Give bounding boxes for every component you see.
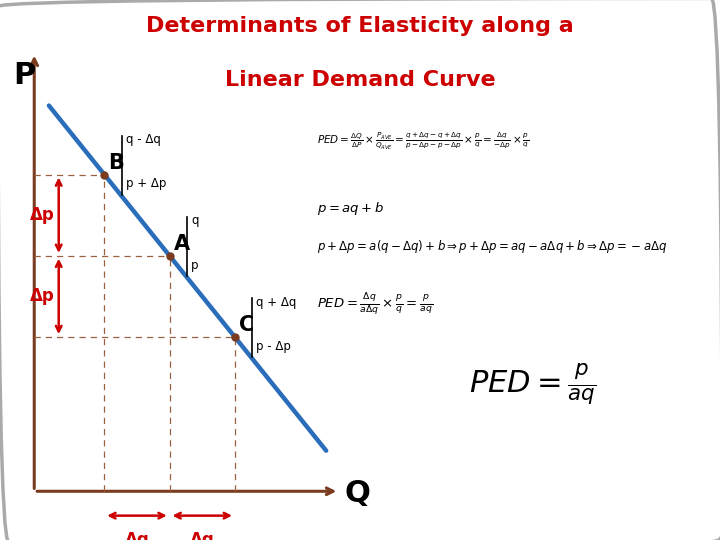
Text: p - Δp: p - Δp <box>256 340 291 353</box>
Text: Δp: Δp <box>30 206 55 224</box>
Text: Linear Demand Curve: Linear Demand Curve <box>225 70 495 90</box>
Text: Δp: Δp <box>30 287 55 306</box>
Text: $p + \Delta p = a(q - \Delta q) + b \Rightarrow p + \Delta p = aq - a\Delta q + : $p + \Delta p = a(q - \Delta q) + b \Rig… <box>317 238 667 254</box>
Text: q: q <box>191 214 199 227</box>
Text: A: A <box>174 234 189 254</box>
Text: Determinants of Elasticity along a: Determinants of Elasticity along a <box>146 16 574 36</box>
Text: q - Δq: q - Δq <box>126 133 161 146</box>
Text: p + Δp: p + Δp <box>126 178 166 191</box>
Text: $PED = \frac{p}{aq}$: $PED = \frac{p}{aq}$ <box>469 362 596 407</box>
Text: C: C <box>239 315 254 335</box>
Text: Δq: Δq <box>125 531 149 540</box>
Text: B: B <box>108 153 124 173</box>
Text: $p = aq + b$: $p = aq + b$ <box>317 200 384 217</box>
Text: p: p <box>191 259 199 272</box>
Text: Q: Q <box>344 479 370 508</box>
Text: $PED = \frac{\Delta Q}{\Delta P} \times \frac{P_{AVE}}{Q_{AVE}} = \frac{q + \Del: $PED = \frac{\Delta Q}{\Delta P} \times … <box>317 130 529 151</box>
Text: Δq: Δq <box>190 531 215 540</box>
Text: $PED = \frac{\Delta q}{a\Delta q} \times \frac{p}{q} = \frac{p}{aq}$: $PED = \frac{\Delta q}{a\Delta q} \times… <box>317 292 433 318</box>
Text: q + Δq: q + Δq <box>256 295 297 308</box>
Text: P: P <box>14 61 35 90</box>
